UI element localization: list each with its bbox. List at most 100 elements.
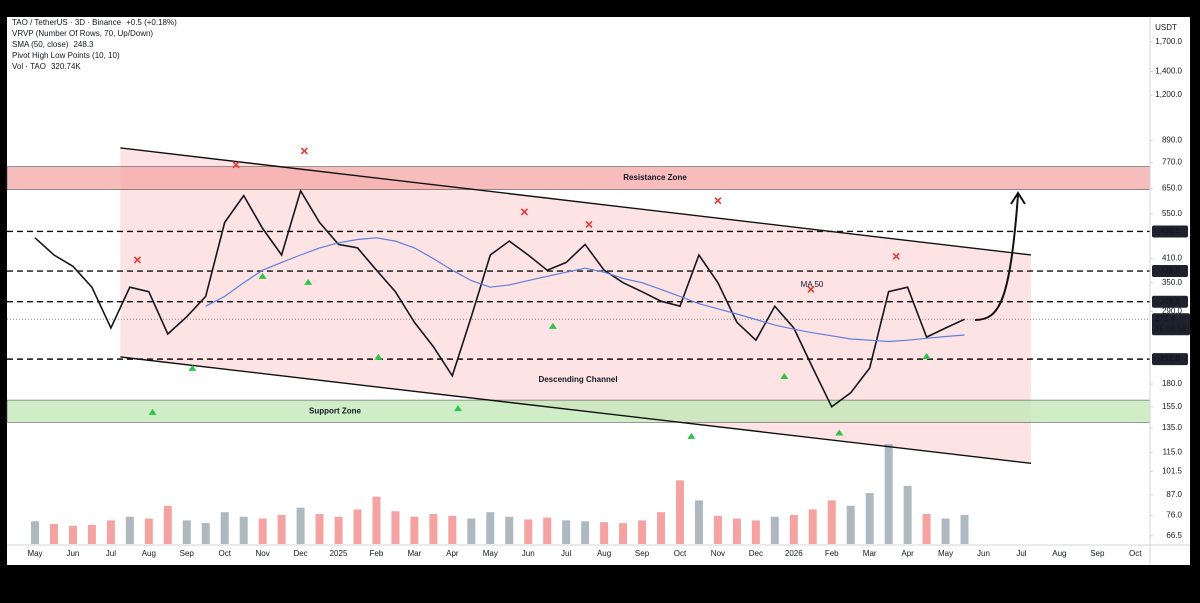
volume-bar [638,520,647,544]
level-label: 378.0 [1160,266,1181,275]
volume-bar [808,509,817,544]
x-tick-label: May [483,549,498,558]
main-layer [7,147,1150,464]
x-tick-label: Jun [66,549,79,558]
volume-bar [846,505,855,544]
volume-bar [941,518,950,544]
x-tick-label: Oct [674,549,687,558]
pivot-high [520,208,528,216]
volume-bar [543,517,552,544]
volume-bar [201,523,210,544]
y-tick-label: 890.0 [1162,136,1183,145]
x-tick-label: Nov [711,549,725,558]
x-tick-label: 2025 [330,549,348,558]
x-tick-label: 2026 [785,549,803,558]
x-tick-label: Dec [293,549,307,558]
x-tick-label: Mar [408,549,422,558]
level-tag [1152,353,1188,366]
x-tick-label: Apr [901,549,914,558]
volume-bar [220,512,229,544]
volume-bar [106,520,115,544]
volume-bar [31,521,39,544]
pivot-high [232,161,240,169]
countdown: 15:08:58 [1155,324,1187,333]
pivot-low [835,429,844,436]
x-tick-label: Sep [635,549,650,558]
x-tick-label: Sep [1090,549,1105,558]
y-tick-label: 290.0 [1162,306,1183,315]
pivot-low [687,432,696,439]
x-tick-label: May [27,549,42,558]
pivot-low [188,364,197,371]
volume-bar [163,505,172,544]
y-tick-label: 76.0 [1166,511,1182,520]
pivot-high [585,220,593,228]
volume-bar [675,480,684,544]
level-label: 212.0 [1160,354,1181,363]
x-tick-label: Dec [749,549,763,558]
volume-bar [334,516,343,544]
y-tick-label: 770.0 [1162,158,1183,167]
x-tick-label: Apr [446,549,459,558]
volume-bar [884,444,893,544]
pivot-low [374,353,383,360]
x-tick-label: Jul [1016,549,1026,558]
zone [6,399,1151,423]
x-tick-label: Aug [597,549,611,558]
pivot-high [133,256,142,264]
top-layer: TAO / TetherUS · 3D · Binance +0.5 (+0.18… [12,18,1190,558]
volume-bar [391,511,400,544]
x-tick-label: Aug [1052,549,1066,558]
volume-bar [296,507,305,544]
x-tick-label: Aug [142,549,156,558]
x-tick-label: Jul [561,549,571,558]
pivot-low [922,353,931,360]
x-tick-label: Oct [1129,549,1142,558]
y-tick-label: 101.5 [1162,466,1183,475]
volume-bar [87,524,96,544]
zone [6,166,1151,190]
x-tick-label: Nov [256,549,270,558]
volume-bar [467,518,476,544]
forecast-arrow [974,191,1026,321]
zone-label: Support Zone [309,406,362,415]
x-tick-label: Sep [180,549,195,558]
volume-bar [524,519,533,544]
x-tick-label: Feb [370,549,384,558]
volume-bar [600,522,609,544]
legend-value: 320.74K [51,62,81,71]
legend-value: 248.3 [73,40,94,49]
y-tick-label: 135.0 [1162,423,1183,432]
y-tick-label: 115.0 [1163,447,1183,456]
volume-bar [182,520,191,544]
channel-fill [120,147,1031,464]
legend-text: SMA (50, close) [12,40,69,49]
level-tag [1152,295,1188,308]
pivot-high [300,147,308,155]
volume-bar [657,512,666,544]
legend-text: TAO / TetherUS · 3D · Binance [12,18,122,27]
legend-text: Pivot High Low Points (10, 10) [12,51,120,60]
volume-bar [789,514,798,544]
level-tag [1152,265,1188,278]
y-tick-label: 1,700.0 [1155,37,1182,46]
x-tick-label: Jun [522,549,535,558]
volume-bar [448,515,457,544]
volume-bar [410,516,419,544]
x-tick-label: May [938,549,953,558]
y-tick-label: 66.5 [1166,531,1182,540]
volume-bar [694,500,703,544]
volume-bar [562,520,571,544]
zone-label: Resistance Zone [623,173,687,182]
legend-text: Vol · TAO [12,62,46,71]
y-tick-label: 1,400.0 [1155,67,1182,76]
ma-line [205,237,965,343]
y-tick-label: 410.0 [1162,254,1183,263]
x-tick-label: Jul [106,549,116,558]
y-tick-label: 550.0 [1162,209,1183,218]
volume-bar [277,514,286,544]
level-label: 490.0 [1160,227,1181,236]
pivot-low [148,408,157,415]
volume-bar [429,514,438,544]
